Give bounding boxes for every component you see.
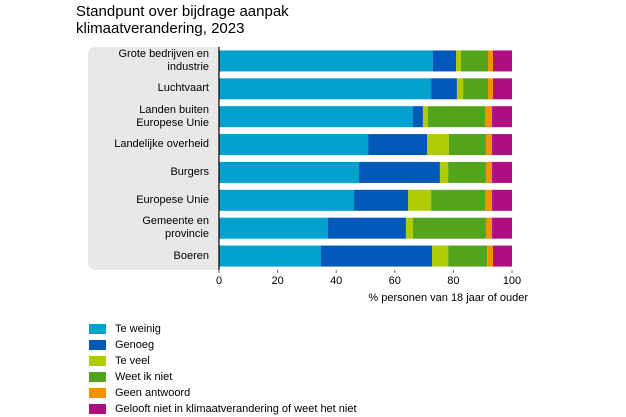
bar-segment <box>463 78 488 100</box>
bar-segment <box>492 78 512 100</box>
bar-segment <box>427 134 450 156</box>
bar-segment <box>219 50 433 72</box>
chart-title: Standpunt over bijdrage aanpak klimaatve… <box>76 3 289 37</box>
bar-segment <box>492 245 512 267</box>
label-panel <box>88 47 219 270</box>
bar-segment <box>456 78 464 100</box>
bar-segment <box>412 217 486 239</box>
legend-swatch <box>89 388 106 398</box>
legend-label: Weet ik niet <box>115 371 172 383</box>
bar-segment <box>432 245 449 267</box>
bar-segment <box>219 106 413 128</box>
bar-segment <box>492 161 512 183</box>
bar-segment <box>485 106 493 128</box>
bar-segment <box>320 245 433 267</box>
bar-segment <box>219 245 321 267</box>
bar-segment <box>432 50 457 72</box>
bar-segment <box>448 245 488 267</box>
bar-segment <box>219 78 432 100</box>
bar-segment <box>456 50 462 72</box>
category-label: Luchtvaart <box>157 82 209 95</box>
legend-label: Te weinig <box>115 323 161 335</box>
bar-segment <box>449 134 486 156</box>
x-tick-label: 60 <box>389 275 401 287</box>
bar-segment <box>359 161 440 183</box>
bar-segment <box>219 134 369 156</box>
legend-label: Geen antwoord <box>115 387 190 399</box>
bar-segment <box>354 189 408 211</box>
bar-segment <box>492 50 512 72</box>
bar-segment <box>485 134 493 156</box>
bar-segment <box>219 189 355 211</box>
category-label: Boeren <box>173 249 209 262</box>
bar-segment <box>431 78 457 100</box>
bar-segment <box>461 50 488 72</box>
bar-segment <box>448 161 486 183</box>
x-tick-label: 80 <box>447 275 459 287</box>
legend-label: Te veel <box>115 355 150 367</box>
category-label: Landen buiten Europese Unie <box>136 103 209 129</box>
category-label: Gemeente en provincie <box>142 215 209 241</box>
bar-segment <box>492 217 512 239</box>
bar-segment <box>487 50 493 72</box>
bar-segment <box>422 106 428 128</box>
bar-segment <box>492 106 512 128</box>
bar-segment <box>431 189 486 211</box>
legend-swatch <box>89 404 106 414</box>
bar-segment <box>407 189 432 211</box>
bar-segment <box>412 106 423 128</box>
bar-segment <box>219 161 360 183</box>
legend-swatch <box>89 340 106 350</box>
bar-segment <box>487 245 493 267</box>
bar-segment <box>368 134 428 156</box>
bar-segment <box>487 78 493 100</box>
bar-segment <box>485 189 493 211</box>
bar-segment <box>427 106 486 128</box>
bar-segment <box>405 217 413 239</box>
x-tick-label: 40 <box>330 275 342 287</box>
bar-segment <box>492 189 512 211</box>
bar-segment <box>219 217 328 239</box>
legend-swatch <box>89 324 106 334</box>
x-tick-label: 0 <box>216 275 222 287</box>
x-axis-label: % personen van 18 jaar of ouder <box>368 292 528 304</box>
category-label: Europese Unie <box>136 193 209 206</box>
legend-label: Genoeg <box>115 339 154 351</box>
legend-swatch <box>89 356 106 366</box>
bar-segment <box>327 217 406 239</box>
x-tick-label: 20 <box>271 275 283 287</box>
bar-segment <box>485 217 493 239</box>
legend-label: Gelooft niet in klimaatverandering of we… <box>115 403 357 415</box>
bar-segment <box>492 134 512 156</box>
category-label: Landelijke overheid <box>114 138 209 151</box>
bar-segment <box>439 161 449 183</box>
category-label: Burgers <box>170 165 209 178</box>
x-tick-label: 100 <box>503 275 521 287</box>
legend-swatch <box>89 372 106 382</box>
bar-segment <box>485 161 493 183</box>
category-label: Grote bedrijven en industrie <box>118 47 210 73</box>
